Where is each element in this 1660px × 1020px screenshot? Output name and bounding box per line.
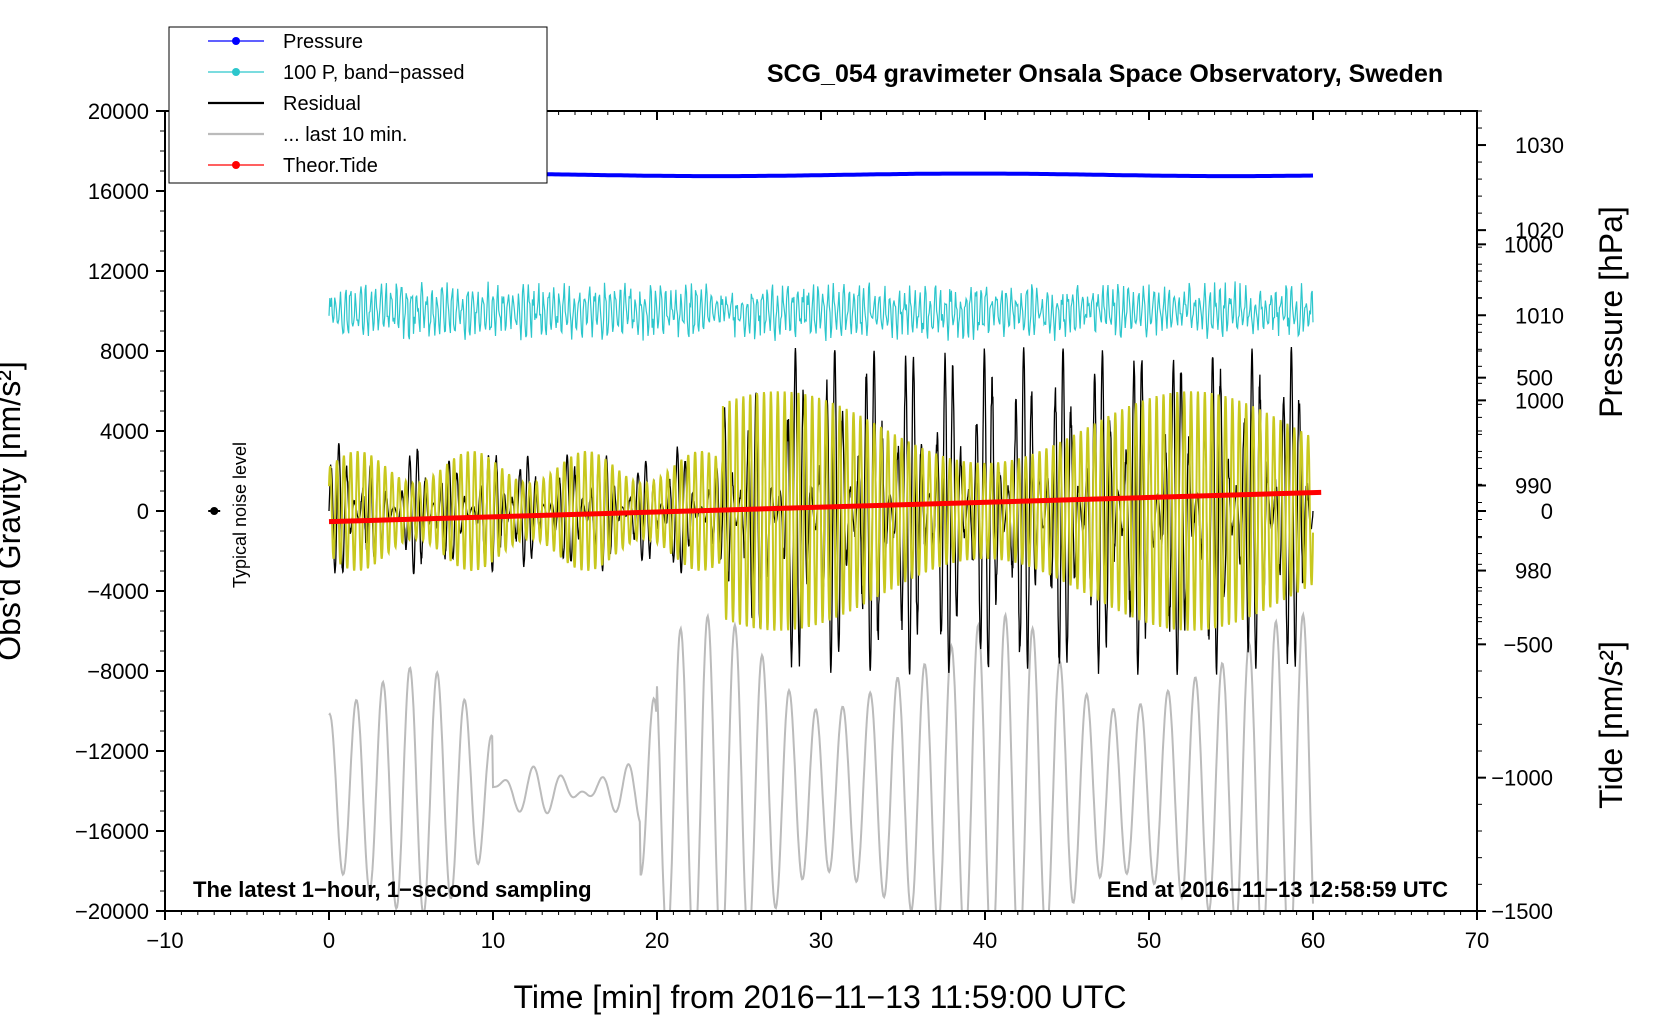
x-tick-label: 40 <box>973 928 997 953</box>
tide-tick-label: 1000 <box>1504 232 1553 257</box>
x-tick-label: 0 <box>323 928 335 953</box>
chart-title: SCG_054 gravimeter Onsala Space Observat… <box>767 60 1443 88</box>
y-left-tick-label: −12000 <box>75 739 149 764</box>
tide-tick-label: −1500 <box>1491 899 1553 924</box>
legend: Pressure 100 P, band−passed Residual ... la… <box>168 26 548 184</box>
tide-tick-label: 0 <box>1541 499 1553 524</box>
x-tick-label: 10 <box>481 928 505 953</box>
pressure-tick-label: 1010 <box>1515 303 1564 328</box>
y-left-tick-label: −8000 <box>87 659 149 684</box>
series-layer <box>328 171 1322 911</box>
noise-marker: Typical noise level <box>208 442 250 588</box>
y-left-tick-label: −16000 <box>75 819 149 844</box>
x-tick-label: 20 <box>645 928 669 953</box>
y-left-tick-label: 16000 <box>88 179 149 204</box>
x-tick-label: 50 <box>1137 928 1161 953</box>
x-tick-label: 30 <box>809 928 833 953</box>
y-left-tick-label: 4000 <box>100 419 149 444</box>
y-left-tick-label: 12000 <box>88 259 149 284</box>
y-left-tick-label: 0 <box>137 499 149 524</box>
axes-layer: −10 0 10 20 30 40 50 60 702000016000120008000400… <box>75 99 1564 953</box>
series-band-passed-residual <box>328 391 1314 631</box>
x-tick-label: 70 <box>1465 928 1489 953</box>
series-theoretical-tide <box>328 489 1322 525</box>
legend-box <box>168 26 548 184</box>
pressure-tick-label: 990 <box>1515 473 1552 498</box>
y-left-tick-label: −4000 <box>87 579 149 604</box>
x-tick-label: 60 <box>1301 928 1325 953</box>
legend-label: ... last 10 min. <box>283 124 408 146</box>
pressure-tick-label: 1030 <box>1515 133 1564 158</box>
y-left-tick-label: 20000 <box>88 99 149 124</box>
legend-label: 100 P, band−passed <box>283 62 464 84</box>
tide-tick-label: 500 <box>1516 366 1553 391</box>
y-left-tick-label: 8000 <box>100 339 149 364</box>
y-axis-label-left: Obs'd Gravity [nm/s²] <box>0 361 27 661</box>
series-pressure-band-passed <box>328 281 1314 342</box>
series-gray-last-10-min <box>328 611 1314 911</box>
pressure-tick-label: 1020 <box>1515 218 1564 243</box>
tide-tick-label: −500 <box>1503 632 1553 657</box>
legend-label: Residual <box>283 93 361 115</box>
tide-tick-label: −1000 <box>1491 766 1553 791</box>
y-left-tick-label: −20000 <box>75 899 149 924</box>
pressure-tick-label: 1000 <box>1515 388 1564 413</box>
y-axis-label-pressure: Pressure [hPa] <box>1593 206 1629 418</box>
legend-marker <box>232 37 240 45</box>
pressure-tick-label: 980 <box>1515 559 1552 584</box>
x-tick-label: −10 <box>146 928 183 953</box>
y-axis-label-tide: Tide [nm/s²] <box>1593 641 1629 809</box>
legend-label: Pressure <box>283 31 363 53</box>
note-end-time: End at 2016−11−13 12:58:59 UTC <box>1107 877 1448 902</box>
noise-label: Typical noise level <box>230 442 250 588</box>
legend-marker <box>232 68 240 76</box>
legend-label: Theor.Tide <box>283 155 378 177</box>
legend-marker <box>232 161 240 169</box>
x-axis-label: Time [min] from 2016−11−13 11:59:00 UTC <box>513 979 1126 1015</box>
note-sampling: The latest 1−hour, 1−second sampling <box>193 877 592 902</box>
noise-marker-dot <box>210 507 219 515</box>
